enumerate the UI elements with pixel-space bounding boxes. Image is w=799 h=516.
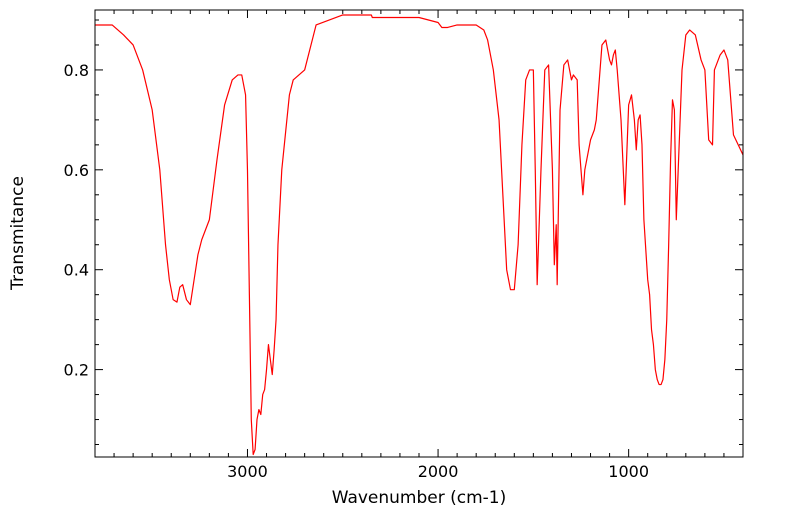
x-tick-label: 1000 xyxy=(608,462,649,481)
plot-area-frame xyxy=(94,9,744,458)
x-tick-labels: 3000 2000 1000 xyxy=(227,462,649,481)
y-tick-labels: 0.2 0.4 0.6 0.8 xyxy=(64,61,89,380)
spectrum-series-line xyxy=(95,14,744,456)
x-tick-label: 3000 xyxy=(227,462,268,481)
y-tick-label: 0.8 xyxy=(64,61,89,80)
minor-ticks xyxy=(95,10,743,457)
x-tick-label: 2000 xyxy=(418,462,459,481)
y-tick-label: 0.2 xyxy=(64,361,89,380)
y-tick-label: 0.6 xyxy=(64,161,89,180)
y-tick-label: 0.4 xyxy=(64,261,89,280)
y-axis-title: Transmitance xyxy=(8,176,28,291)
x-axis-title: Wavenumber (cm-1) xyxy=(332,488,507,508)
major-ticks xyxy=(95,10,743,457)
